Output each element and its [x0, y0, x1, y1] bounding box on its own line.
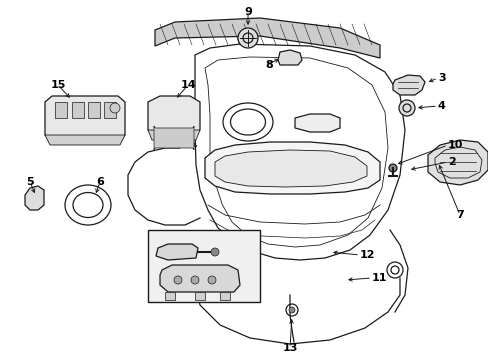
Polygon shape — [148, 130, 200, 140]
Text: 1: 1 — [177, 135, 184, 145]
Text: 7: 7 — [455, 210, 463, 220]
Polygon shape — [45, 96, 125, 141]
Polygon shape — [156, 244, 198, 260]
Polygon shape — [104, 102, 116, 118]
Text: 2: 2 — [447, 157, 455, 167]
Polygon shape — [55, 102, 67, 118]
Text: 15: 15 — [50, 80, 65, 90]
Text: 11: 11 — [371, 273, 386, 283]
Text: 9: 9 — [244, 7, 251, 17]
Text: 10: 10 — [447, 140, 463, 150]
Polygon shape — [195, 292, 204, 300]
Polygon shape — [294, 114, 339, 132]
Circle shape — [238, 28, 258, 48]
Text: 12: 12 — [359, 250, 375, 260]
FancyBboxPatch shape — [154, 126, 194, 150]
Circle shape — [398, 100, 414, 116]
Polygon shape — [195, 44, 404, 260]
Text: 8: 8 — [264, 60, 272, 70]
Circle shape — [191, 276, 199, 284]
Polygon shape — [204, 142, 379, 194]
Circle shape — [388, 164, 396, 172]
Polygon shape — [25, 186, 44, 210]
Polygon shape — [160, 265, 240, 292]
Polygon shape — [155, 18, 379, 58]
Polygon shape — [278, 50, 302, 65]
Polygon shape — [45, 135, 125, 145]
Text: 6: 6 — [96, 177, 104, 187]
Polygon shape — [148, 96, 200, 136]
Circle shape — [207, 276, 216, 284]
Polygon shape — [164, 292, 175, 300]
Circle shape — [288, 307, 294, 313]
Text: 3: 3 — [437, 73, 445, 83]
Circle shape — [110, 103, 120, 113]
FancyBboxPatch shape — [148, 230, 260, 302]
Text: 13: 13 — [282, 343, 297, 353]
Polygon shape — [72, 102, 84, 118]
Circle shape — [210, 248, 219, 256]
Polygon shape — [427, 140, 487, 185]
Circle shape — [174, 276, 182, 284]
Polygon shape — [392, 75, 424, 95]
Polygon shape — [215, 150, 366, 187]
Polygon shape — [88, 102, 100, 118]
Polygon shape — [220, 292, 229, 300]
Text: 5: 5 — [26, 177, 34, 187]
Text: 4: 4 — [437, 101, 445, 111]
Text: 14: 14 — [180, 80, 195, 90]
